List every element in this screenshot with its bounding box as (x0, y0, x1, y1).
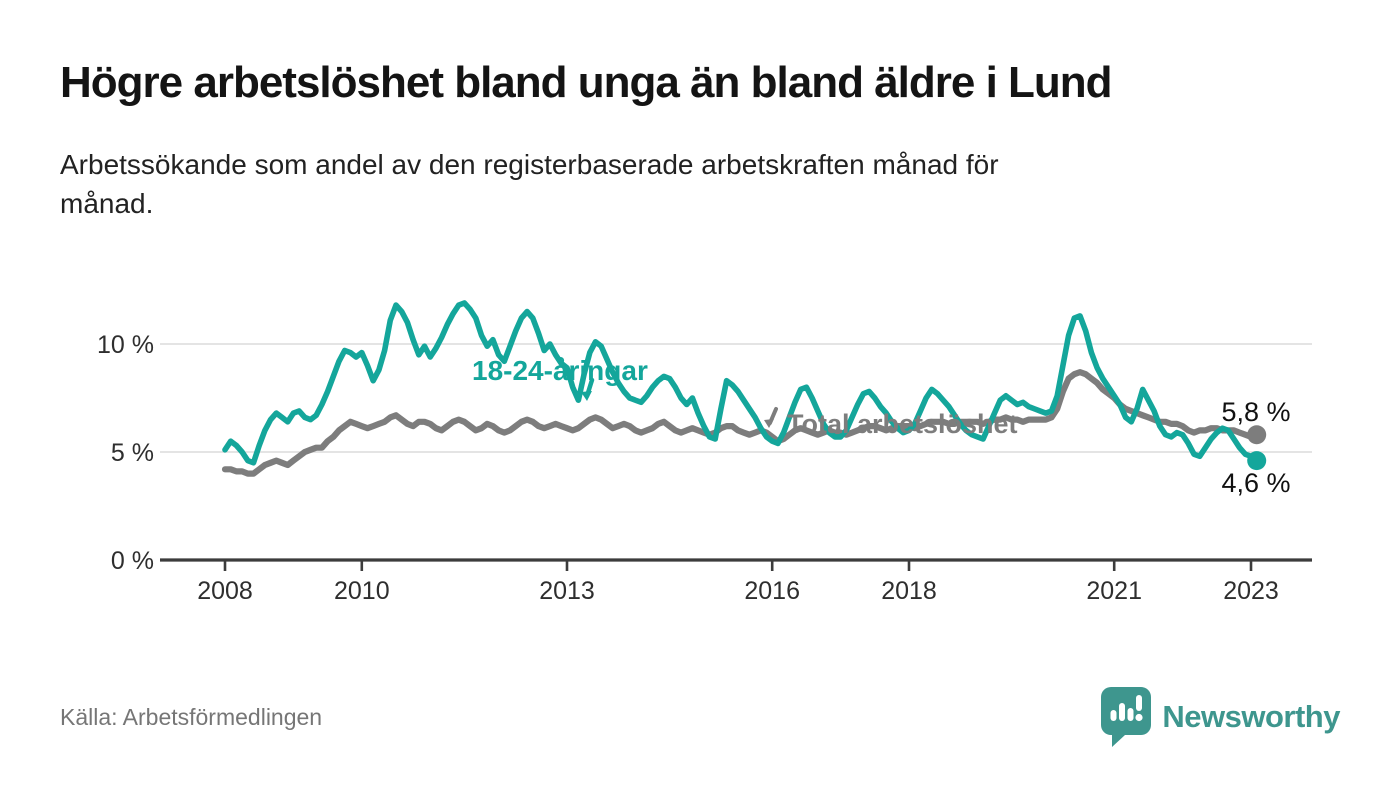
end-dot-total (1247, 425, 1267, 445)
x-axis-label-2016: 2016 (744, 577, 800, 605)
x-axis-label-2018: 2018 (881, 577, 937, 605)
newsworthy-logo-icon (1101, 687, 1152, 747)
series-label-young: 18-24-åringar (472, 355, 648, 386)
y-axis-label-5: 5 % (111, 439, 154, 467)
unemployment-line-chart: 0 % 5 % 10 % 2008 2010 2013 2016 2018 2021 2023 18… (97, 300, 1312, 605)
newsworthy-brand: Newsworthy (1100, 686, 1340, 748)
series-label-young-arrowhead (581, 391, 592, 401)
series-line-total (221, 369, 1260, 477)
end-value-young: 4,6 % (1221, 468, 1290, 498)
x-axis-label-2021: 2021 (1086, 577, 1142, 605)
series-label-total: Total arbetslöshet (787, 409, 1018, 439)
series-label-total-arrowhead (764, 419, 774, 428)
x-axis-label-2013: 2013 (539, 577, 595, 605)
end-value-total: 5,8 % (1221, 397, 1290, 427)
series-line-young (222, 300, 1260, 466)
x-axis-label-2010: 2010 (334, 577, 390, 605)
x-axis-label-2023: 2023 (1223, 577, 1279, 605)
source-note: Källa: Arbetsförmedlingen (60, 704, 323, 730)
chart-subtitle: Arbetssökande som andel av den registerb… (60, 149, 999, 219)
x-axis-label-2008: 2008 (197, 577, 253, 605)
y-axis-label-0: 0 % (111, 547, 154, 575)
brand-name: Newsworthy (1162, 699, 1340, 734)
y-axis-label-10: 10 % (97, 331, 154, 359)
page-title: Högre arbetslöshet bland unga än bland ä… (60, 58, 1113, 107)
end-dot-young (1247, 451, 1267, 471)
